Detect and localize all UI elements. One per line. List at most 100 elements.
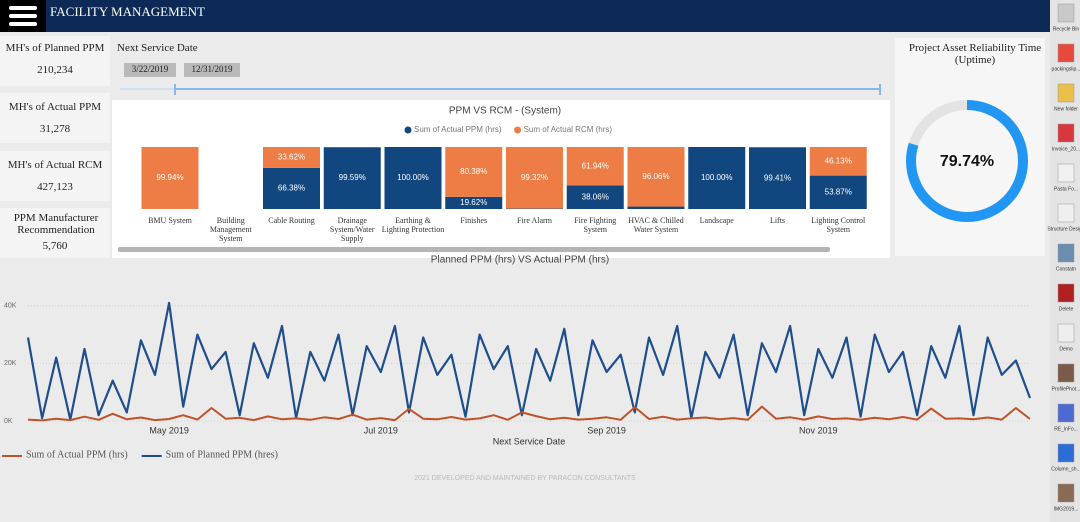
bar-segment <box>809 147 867 176</box>
desktop-icon <box>1057 283 1075 303</box>
kpi-card <box>0 93 110 143</box>
desktop-icon-label[interactable]: Constatn <box>1056 266 1076 272</box>
desktop-icon <box>1057 83 1075 103</box>
desktop-icon-label[interactable]: Column_sh... <box>1051 466 1080 472</box>
bar-segment <box>445 196 503 209</box>
bar-segment <box>445 147 503 197</box>
desktop-icon <box>1057 403 1075 423</box>
desktop-icon-label[interactable]: Recycle Bin <box>1053 26 1080 32</box>
kpi-card <box>0 151 110 201</box>
x-tick-label: Fire Fighting System <box>574 216 617 234</box>
desktop-icon <box>1057 323 1075 343</box>
filter-start[interactable]: 3/22/2019 <box>131 64 169 74</box>
series-line <box>26 301 1032 421</box>
kpi-card <box>0 36 110 86</box>
desktop-icon <box>1057 363 1075 383</box>
kpi-label: MH's of Actual RCM <box>7 159 103 171</box>
kpi-value: 31,278 <box>39 123 71 135</box>
data-label: 19.62% <box>460 198 487 207</box>
chart-title: Planned PPM (hrs) VS Actual PPM (hrs) <box>431 255 609 266</box>
x-tick-label: HVAC & Chilled Water System <box>628 216 684 234</box>
chart-title: PPM VS RCM - (System) <box>449 106 561 117</box>
kpi-card <box>0 208 110 258</box>
data-label: 33.62% <box>278 153 305 162</box>
bar-segment <box>566 147 624 186</box>
kpi-value: 427,123 <box>37 181 73 193</box>
x-tick-label: Finishes <box>460 216 488 225</box>
x-tick-label: Jul 2019 <box>364 425 398 435</box>
kpi-label: MH's of Actual PPM <box>8 101 102 113</box>
bar-segment <box>263 167 320 209</box>
data-label: 46.13% <box>825 156 852 165</box>
y-tick-label: 20K <box>4 360 17 367</box>
bar-segment <box>627 206 685 209</box>
x-tick-label: Earthing & Lighting Protection <box>381 216 445 234</box>
desktop-icon-label[interactable]: Demo <box>1059 346 1073 352</box>
bar-segment <box>749 147 806 209</box>
x-tick-label: Landscape <box>699 216 734 225</box>
filter-label: Next Service Date <box>117 42 198 54</box>
kpi-label: MH's of Planned PPM <box>5 42 105 54</box>
gauge-arc <box>906 100 1028 222</box>
desktop-icon-label[interactable]: Invoice_20... <box>1052 146 1080 152</box>
kpi-label: PPM Manufacturer Recommendation <box>13 212 99 236</box>
bar-segment <box>141 147 199 209</box>
desktop-icon-label[interactable]: New folder <box>1054 106 1078 112</box>
x-tick-label: Lifts <box>769 216 786 225</box>
x-tick-label: Drainage System/Water Supply <box>329 216 375 243</box>
filter-end[interactable]: 12/31/2019 <box>191 64 233 74</box>
legend-swatch <box>404 126 412 134</box>
data-label: 53.87% <box>825 187 852 196</box>
bar-segment <box>688 147 746 209</box>
desktop-icon <box>1057 43 1075 63</box>
x-tick-label: Lighting Control System <box>811 216 866 234</box>
x-tick-label: BMU System <box>148 216 192 225</box>
bar-segment <box>809 175 867 209</box>
series-line <box>27 405 1031 422</box>
date-end-box[interactable] <box>184 63 240 77</box>
bar-segment <box>323 147 381 209</box>
desktop-icon-label[interactable]: packingslip... <box>1052 66 1080 72</box>
x-tick-label: Fire Alarm <box>517 216 552 225</box>
data-label: 38.06% <box>582 192 609 201</box>
y-tick-label: 0K <box>4 418 13 425</box>
legend-label: Sum of Planned PPM (hres) <box>166 449 278 460</box>
desktop-icon <box>1057 163 1075 183</box>
footer: 2021 DEVELOPED AND MAINTAINED BY PARACON… <box>414 475 636 482</box>
bar-segment <box>566 185 624 209</box>
date-start-box[interactable] <box>124 63 176 77</box>
gauge-value: 79.74% <box>940 153 994 170</box>
desktop-icon <box>1057 3 1075 23</box>
x-tick-label: May 2019 <box>149 425 189 435</box>
legend-label: Sum of Actual PPM (hrs) <box>26 449 128 460</box>
data-label: 61.94% <box>582 161 609 170</box>
page-title: FACILITY MANAGEMENT <box>50 4 205 19</box>
data-label: 99.41% <box>764 173 791 182</box>
x-axis-title: Next Service Date <box>493 436 566 446</box>
bar-segment <box>263 147 320 168</box>
scrollbar[interactable] <box>118 247 830 252</box>
desktop-icon <box>1057 203 1075 223</box>
header-bar <box>0 0 1050 32</box>
data-label: 99.94% <box>156 173 183 182</box>
x-tick-label: Building Management System <box>209 216 252 243</box>
data-label: 66.38% <box>278 184 305 193</box>
menu-icon[interactable] <box>9 6 37 26</box>
data-label: 99.59% <box>339 173 366 182</box>
desktop-icon-label[interactable]: IMG2019... <box>1054 506 1079 512</box>
desktop-icon-label[interactable]: Pasta Fo... <box>1054 186 1078 192</box>
gauge-title: Project Asset Reliability Time (Uptime) <box>908 42 1042 66</box>
desktop-icon-label[interactable]: Structure Design <box>1047 226 1080 232</box>
legend-label: Sum of Actual RCM (hrs) <box>524 125 613 134</box>
desktop-icon-label[interactable]: Delete <box>1059 306 1074 312</box>
desktop-icon <box>1057 483 1075 503</box>
desktop-icon <box>1057 243 1075 263</box>
desktop-icon <box>1057 443 1075 463</box>
data-label: 99.32% <box>521 173 548 182</box>
kpi-value: 5,760 <box>42 240 68 252</box>
data-label: 100.00% <box>701 173 733 182</box>
desktop-icon-label[interactable]: ProfilePhot... <box>1052 386 1080 392</box>
desktop-icon-label[interactable]: RE_lnFo... <box>1054 426 1078 432</box>
